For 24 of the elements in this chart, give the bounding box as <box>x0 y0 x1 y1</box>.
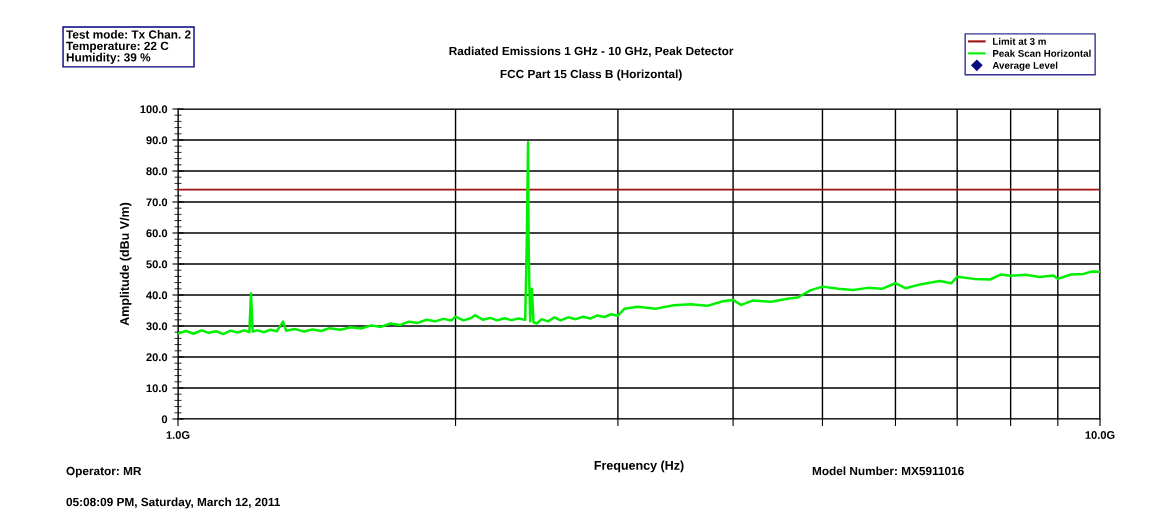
x-tick-label: 10.0G <box>1085 431 1115 439</box>
text: 05:08:09 PM, Saturday, March 12, 2011 <box>66 497 281 509</box>
x-tick-label: 1.0G <box>166 431 190 439</box>
y-tick-label: 70.0 <box>146 198 168 207</box>
y-tick-label: 40.0 <box>146 291 168 300</box>
x-axis-title: Frequency (Hz) <box>594 460 684 473</box>
y-tick-label: 10.0 <box>146 384 168 393</box>
legend-label: Average Level <box>992 61 1058 71</box>
text: Operator: MR <box>66 466 142 478</box>
y-tick-label: 0 <box>161 415 168 424</box>
legend-label: Peak Scan Horizontal <box>993 49 1091 57</box>
y-tick-label: 50.0 <box>146 260 168 269</box>
legend-label: Limit at 3 m <box>993 37 1046 45</box>
y-axis-title: Amplitude (dBu V/m) <box>119 202 132 326</box>
y-tick-label: 30.0 <box>146 322 168 331</box>
chart-subtitle: FCC Part 15 Class B (Horizontal) <box>500 69 682 81</box>
chart-title: Radiated Emissions 1 GHz - 10 GHz, Peak Detector <box>449 46 734 57</box>
y-tick-label: 60.0 <box>146 229 168 238</box>
y-tick-label: 90.0 <box>146 136 168 145</box>
y-tick-label: 100.0 <box>140 105 168 114</box>
text: Model Number: MX5911016 <box>812 466 964 476</box>
text: Test mode: Tx Chan. 2 Temperature: 22 C Humidity: 39 % <box>66 30 191 64</box>
y-tick-label: 80.0 <box>146 167 168 176</box>
y-tick-label: 20.0 <box>146 353 168 362</box>
